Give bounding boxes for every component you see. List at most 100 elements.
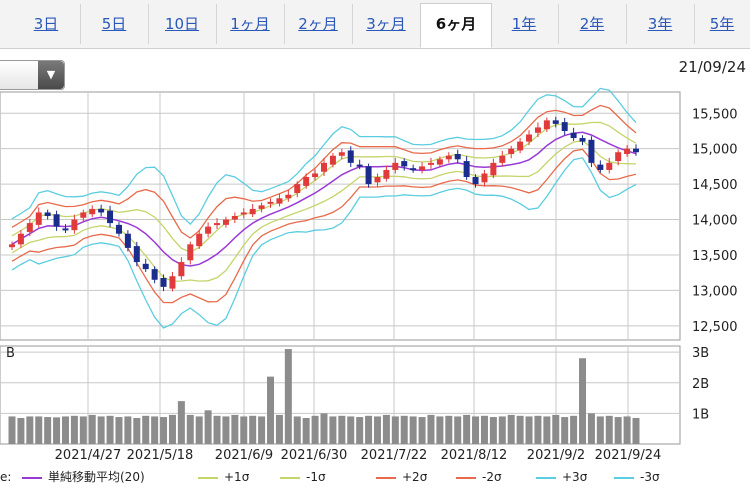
volume-bar	[561, 417, 569, 444]
tab-3[interactable]: 10日	[148, 4, 217, 44]
volume-bar	[507, 414, 515, 444]
plus-3sigma-line	[11, 87, 637, 226]
candle-body	[267, 201, 274, 204]
date-tick-label: 2021/6/30	[281, 448, 348, 463]
volume-bar	[44, 417, 52, 444]
candle-body	[508, 148, 515, 154]
candle-body	[26, 223, 33, 232]
volume-bar	[231, 414, 239, 444]
candle-body	[71, 219, 78, 231]
candle-body	[454, 154, 461, 160]
legend-item: -2σ	[456, 466, 502, 488]
volume-bar	[427, 414, 435, 444]
candle-body	[338, 152, 345, 156]
candle-body	[312, 173, 319, 178]
volume-bar	[605, 415, 613, 444]
volume-bar	[249, 415, 257, 444]
candle-body	[89, 208, 96, 215]
candle-body	[321, 162, 327, 172]
volume-bar	[284, 349, 292, 444]
minus-2sigma-line	[11, 148, 637, 304]
candle-body	[579, 138, 586, 142]
volume-bar	[133, 417, 141, 444]
candle-body	[356, 164, 363, 167]
volume-bar	[596, 416, 604, 444]
candle-body	[526, 134, 533, 142]
candle-body	[35, 212, 42, 225]
volume-bar	[480, 415, 488, 444]
volume-bar	[347, 416, 355, 444]
candle-body	[17, 233, 24, 245]
candle-body	[222, 219, 229, 225]
volume-bar	[61, 416, 69, 444]
candle-body	[98, 208, 105, 213]
candle-body	[374, 177, 381, 183]
tab-4[interactable]: 1ヶ月	[216, 4, 285, 44]
volume-bar	[498, 416, 506, 444]
candle-body	[633, 148, 639, 153]
candle-body	[392, 162, 399, 170]
volume-bar	[106, 415, 114, 444]
legend-label: -1σ	[306, 470, 326, 484]
volume-bar	[365, 415, 373, 444]
volume-bar	[472, 416, 480, 444]
volume-bar	[373, 416, 381, 444]
candle-body	[570, 132, 577, 139]
volume-bar	[543, 416, 551, 444]
candle-body	[214, 223, 221, 226]
volume-bar	[356, 417, 364, 444]
tab-10[interactable]: 3年	[626, 4, 695, 44]
candle-body	[383, 169, 390, 179]
legend-label: -2σ	[482, 470, 502, 484]
volume-bar	[168, 414, 176, 444]
volume-tick-label: 3B	[692, 346, 709, 361]
volume-axis-label: B	[6, 346, 15, 361]
date-tick-label: 2021/4/27	[55, 448, 122, 463]
date-tick-label: 2021/9/24	[595, 448, 662, 463]
tab-9[interactable]: 2年	[558, 4, 627, 44]
price-tick-label: 13,500	[692, 249, 738, 264]
legend-swatch	[22, 476, 42, 479]
indicator-dropdown[interactable]: ▼	[0, 60, 65, 90]
candle-body	[178, 262, 185, 277]
volume-bar	[382, 414, 390, 444]
volume-bar	[79, 416, 87, 444]
tab-2[interactable]: 5日	[80, 4, 149, 44]
candle-body	[552, 120, 559, 124]
legend-swatch	[376, 476, 396, 479]
candle-body	[445, 155, 452, 160]
candle-body	[240, 212, 247, 215]
volume-bar	[623, 416, 631, 444]
legend-item: -1σ	[280, 466, 326, 488]
price-tick-label: 13,000	[692, 284, 738, 299]
volume-bar	[534, 415, 542, 444]
candle-body	[401, 161, 408, 167]
volume-bar	[391, 416, 399, 444]
tab-11[interactable]: 5年	[694, 4, 750, 44]
volume-bar	[258, 416, 266, 444]
volume-bar	[463, 414, 471, 444]
volume-bar	[124, 416, 132, 444]
price-volume-chart: 15,500 15,000 14,500 14,000 13,500 13,000 12,5…	[0, 87, 738, 463]
legend-swatch	[614, 476, 634, 479]
candle-body	[427, 162, 434, 165]
legend-label: 単純移動平均(20)	[48, 470, 145, 484]
legend-item: 単純移動平均(20)	[22, 466, 145, 488]
tab-8[interactable]: 1年	[490, 4, 559, 44]
volume-bar	[177, 401, 185, 444]
volume-bar	[151, 416, 159, 444]
volume-bar	[632, 417, 640, 444]
moving-average-line	[11, 131, 637, 267]
volume-bar	[293, 416, 301, 444]
volume-bar	[53, 417, 61, 444]
tab-7[interactable]: 6ヶ月	[420, 3, 492, 48]
volume-bar	[320, 413, 328, 444]
volume-bar	[552, 414, 560, 444]
candle-body	[285, 194, 292, 199]
volume-bar	[97, 416, 105, 444]
tab-1[interactable]: 3日	[12, 4, 81, 44]
tab-5[interactable]: 2ヶ月	[284, 4, 353, 44]
candle-body	[624, 148, 631, 154]
candle-body	[142, 263, 149, 270]
candle-body	[249, 208, 256, 215]
